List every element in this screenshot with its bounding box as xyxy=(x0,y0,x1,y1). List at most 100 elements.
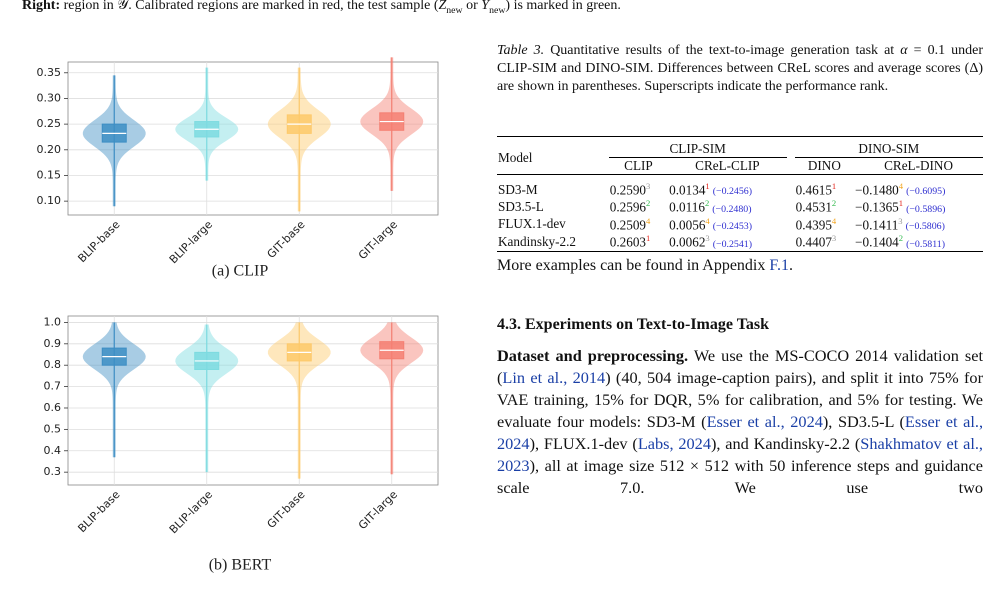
y-tick-label: 0.15 xyxy=(37,168,62,181)
score: 0.0134 xyxy=(669,182,706,198)
score-cell: −0.14804(−0.6095) xyxy=(854,175,983,199)
difference: (−0.2453) xyxy=(712,221,753,233)
rank: 1 xyxy=(831,181,837,191)
table-caption: Table 3. Quantitative results of the tex… xyxy=(497,42,983,96)
score: 0.2590 xyxy=(609,182,646,198)
y-tick-label: 0.6 xyxy=(44,401,62,414)
score-cell: 0.01162(−0.2480) xyxy=(668,198,787,215)
text-segment: Labs, 2024 xyxy=(637,434,711,453)
y-tick-label: 1.0 xyxy=(44,315,62,328)
paragraph: Dataset and preprocessing. We use the MS… xyxy=(497,345,983,499)
score-cell: 0.45312 xyxy=(795,198,854,215)
table-body: SD3-M 0.25903 0.01341(−0.2456) 0.46151 −0.14… xyxy=(497,175,983,252)
score-cell: 0.43954 xyxy=(795,216,854,233)
score-cell: 0.44073 xyxy=(795,233,854,251)
score: 0.4531 xyxy=(795,199,832,215)
rank: 3 xyxy=(705,233,710,244)
model-cell: FLUX.1-dev xyxy=(498,216,566,232)
text-segment: Quantitative results of the text-to-imag… xyxy=(544,43,901,58)
x-tick-label: GIT-base xyxy=(265,488,308,531)
column-header: CReL-CLIP xyxy=(695,158,760,173)
x-tick-label: BLIP-base xyxy=(75,218,122,265)
text-segment: Table 3. xyxy=(497,43,545,58)
x-tick-label: GIT-large xyxy=(356,218,400,262)
rank: 4 xyxy=(898,181,904,191)
y-tick-label: 0.9 xyxy=(44,337,62,350)
score-cell: 0.25962 xyxy=(609,198,668,215)
score-cell: 0.01341(−0.2456) xyxy=(668,175,787,199)
difference: (−0.5811) xyxy=(906,238,946,250)
x-tick-label: BLIP-base xyxy=(75,488,122,535)
score-cell: −0.14042(−0.5811) xyxy=(854,233,983,251)
y-tick-label: 0.3 xyxy=(44,465,62,478)
model-cell: SD3.5-L xyxy=(498,199,544,215)
column-header: DINO xyxy=(807,158,841,173)
chart-caption: (b) BERT xyxy=(209,557,272,574)
score: 0.0056 xyxy=(669,217,706,233)
score-cell: 0.26031 xyxy=(609,233,668,251)
text-segment: ) is marked in green. xyxy=(505,0,621,13)
rank: 2 xyxy=(646,198,651,209)
text-segment: Shakhmatov et al., 2023 xyxy=(497,434,983,475)
note: More examples can be found in Appendix F… xyxy=(497,257,793,275)
text-segment: Esser et al., 2024 xyxy=(497,412,984,453)
rank: 2 xyxy=(831,198,837,209)
y-tick-label: 0.8 xyxy=(44,358,62,371)
difference: (−0.6095) xyxy=(906,186,946,198)
text-segment: ) (40, 504 image-caption pairs), and spl… xyxy=(497,368,983,431)
figure-caption: Right: region in 𝒴. Calibrated regions a… xyxy=(22,0,621,16)
score-cell: −0.13651(−0.5896) xyxy=(854,198,983,215)
score: −0.1411 xyxy=(855,217,899,233)
text-segment: α xyxy=(900,43,908,58)
score-cell: 0.46151 xyxy=(795,175,854,199)
score: 0.2603 xyxy=(609,234,646,250)
text-segment: new xyxy=(489,4,506,16)
score: 0.0062 xyxy=(669,234,706,250)
model-cell: Kandinsky-2.2 xyxy=(498,233,577,249)
text-segment: ), and Kandinsky-2.2 ( xyxy=(710,434,861,453)
text-segment: ), all at image size 512 × 512 with 50 i… xyxy=(497,456,983,497)
text-segment: Right: xyxy=(22,0,61,13)
text-segment: ), FLUX.1-dev ( xyxy=(529,434,638,453)
score-cell: 0.25903 xyxy=(609,175,668,199)
spacer xyxy=(787,233,795,251)
x-tick-label: GIT-large xyxy=(356,488,400,532)
table-row: SD3-M 0.25903 0.01341(−0.2456) 0.46151 −0.14… xyxy=(497,175,983,199)
x-tick-label: BLIP-large xyxy=(167,488,215,536)
difference: (−0.5806) xyxy=(905,221,945,233)
text-segment: ), SD3.5-L ( xyxy=(822,412,905,431)
text-segment: Z xyxy=(438,0,447,13)
y-tick-label: 0.4 xyxy=(44,444,62,457)
rank: 1 xyxy=(705,181,710,191)
text-segment: Y xyxy=(481,0,490,13)
difference: (−0.2541) xyxy=(712,238,753,250)
rank: 4 xyxy=(831,215,837,226)
spacer xyxy=(787,216,795,233)
results-table: Model CLIP-SIM DINO-SIM CLIP CReL-CLIP D… xyxy=(497,136,983,252)
group-header: CLIP-SIM xyxy=(608,136,787,158)
model-header: Model xyxy=(498,149,533,165)
score: 0.2596 xyxy=(609,199,646,215)
table-row: SD3.5-L 0.25962 0.01162(−0.2480) 0.45312 −0.… xyxy=(497,198,983,215)
rank: 3 xyxy=(831,233,837,244)
score-cell: 0.25094 xyxy=(609,216,668,233)
rank: 1 xyxy=(898,198,904,209)
score-cell: 0.00564(−0.2453) xyxy=(668,216,787,233)
score: −0.1480 xyxy=(855,182,899,198)
y-tick-label: 0.10 xyxy=(37,194,62,207)
difference: (−0.2480) xyxy=(712,203,752,215)
text-segment: More examples can be found in Appendix xyxy=(497,257,770,274)
score: 0.4395 xyxy=(795,217,832,233)
rank: 4 xyxy=(705,215,710,226)
rank: 2 xyxy=(704,198,710,209)
score: 0.0116 xyxy=(669,199,705,215)
difference: (−0.5896) xyxy=(906,203,946,215)
x-tick-label: BLIP-large xyxy=(167,218,215,266)
y-tick-label: 0.20 xyxy=(37,143,62,156)
spacer xyxy=(787,198,795,215)
figure: 0.10 0.15 0.20 0.25 0.30 0.35 BLIP-base BLIP-la… xyxy=(37,57,439,574)
text-segment: = 0.1 under CLIP-SIM and DINO-SIM. Diffe… xyxy=(497,43,983,94)
group-header: DINO-SIM xyxy=(794,136,983,158)
text-segment: We use the MS-COCO 2014 validation set ( xyxy=(497,346,984,387)
